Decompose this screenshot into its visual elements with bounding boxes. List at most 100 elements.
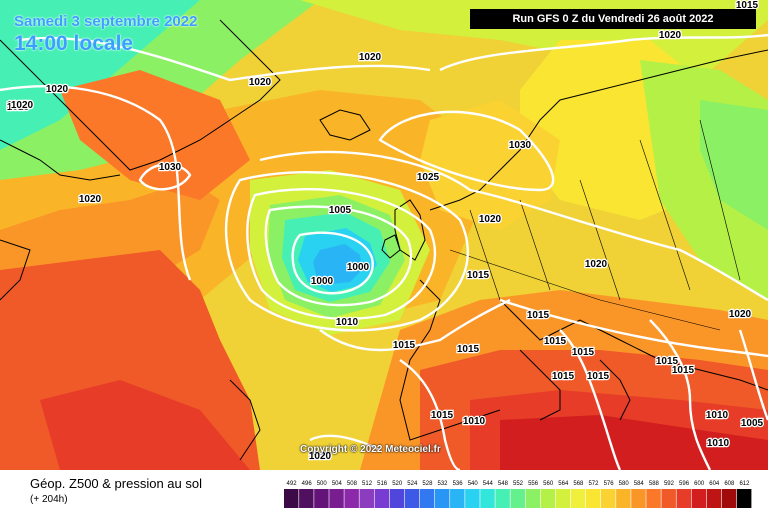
scale-tick-label: 548 <box>498 481 509 487</box>
scale-tick-label: 512 <box>362 481 373 487</box>
scale-tick-label: 600 <box>694 481 705 487</box>
isobar-label: 1015 <box>457 344 480 355</box>
scale-swatch <box>344 489 359 508</box>
isobar-label: 1010 <box>463 416 486 427</box>
scale-swatch <box>585 489 601 508</box>
scale-tick-label: 596 <box>679 481 690 487</box>
scale-tick-label: 604 <box>709 481 720 487</box>
scale-swatch <box>525 489 541 508</box>
scale-tick-label: 556 <box>528 481 539 487</box>
isobar-label: 1010 <box>707 438 730 449</box>
scale-tick-label: 568 <box>573 481 584 487</box>
isobar-label: 1020 <box>729 309 752 320</box>
isobar-label: 1010 <box>336 317 359 328</box>
scale-swatch <box>419 489 435 508</box>
isobar-label: 1015 <box>552 371 575 382</box>
scale-tick-label: 508 <box>347 481 358 487</box>
model-run-banner: Run GFS 0 Z du Vendredi 26 août 2022 <box>470 9 756 29</box>
isobar-label: 1015 <box>544 336 567 347</box>
scale-tick-label: 520 <box>392 481 403 487</box>
isobar-label: 1030 <box>159 162 182 173</box>
scale-swatch <box>510 489 525 508</box>
scale-swatch <box>661 489 676 508</box>
scale-swatch <box>676 489 692 508</box>
map-footer: Géop. Z500 & pression au sol (+ 204h) 49… <box>0 470 768 512</box>
scale-tick-label: 516 <box>377 481 388 487</box>
scale-swatch <box>465 489 480 508</box>
scale-tick-label: 552 <box>513 481 524 487</box>
variable-title: Géop. Z500 & pression au sol <box>30 476 202 491</box>
isobar-label: 1015 <box>672 365 695 376</box>
scale-swatch <box>284 489 299 508</box>
scale-swatch <box>404 489 420 508</box>
scale-tick-label: 592 <box>664 481 675 487</box>
color-scale: 492 496 500 504 508 512 516 520 524 528 532 536 540 5… <box>284 481 752 508</box>
scale-swatch <box>570 489 586 508</box>
scale-tick-label: 544 <box>483 481 494 487</box>
scale-swatch <box>616 489 631 508</box>
scale-swatch <box>555 489 571 508</box>
isobar-label: 1020 <box>79 194 102 205</box>
scale-tick-label: 492 <box>287 481 298 487</box>
scale-swatch <box>299 489 314 508</box>
scale-tick-label: 536 <box>453 481 464 487</box>
isobar-label: 1015 <box>7 100 30 111</box>
isobar-label: 1005 <box>741 418 764 429</box>
scale-swatch <box>329 489 344 508</box>
isobar-label: 1020 <box>249 77 272 88</box>
scale-swatch <box>434 489 450 508</box>
isobar-labels: 1015102010201015102010201030102010301025… <box>6 0 765 463</box>
isobar-label: 1015 <box>527 310 550 321</box>
copyright-notice: Copyright © 2022 Meteociel.fr <box>300 444 441 455</box>
scale-swatch <box>601 489 616 508</box>
isobar-label: 1020 <box>309 451 332 462</box>
scale-tick-label: 496 <box>302 481 313 487</box>
isobar-label: 1020 <box>359 52 382 63</box>
lead-time: (+ 204h) <box>30 494 68 505</box>
scale-swatch <box>736 489 752 508</box>
forecast-map: 1015102010201015102010201030102010301025… <box>0 0 768 470</box>
scale-tick-label: 504 <box>332 481 343 487</box>
isobar-label: 1020 <box>659 30 682 41</box>
scale-tick-label: 524 <box>407 481 418 487</box>
isobar-label: 1000 <box>311 276 334 287</box>
scale-swatch <box>691 489 707 508</box>
scale-tick-label: 576 <box>604 481 615 487</box>
scale-tick-label: 532 <box>438 481 449 487</box>
scale-swatch <box>540 489 556 508</box>
scale-swatch <box>389 489 405 508</box>
isobar-label: 1020 <box>46 84 69 95</box>
isobar-label: 1020 <box>585 259 608 270</box>
isobar-label: 1015 <box>587 371 610 382</box>
isobar-label: 1005 <box>329 205 352 216</box>
isobar-label: 1025 <box>417 172 440 183</box>
isobar-label: 1020 <box>11 100 34 111</box>
scale-swatch <box>631 489 646 508</box>
scale-swatch <box>495 489 510 508</box>
scale-swatch <box>721 489 737 508</box>
isobar-label: 1000 <box>347 262 370 273</box>
scale-tick-label: 564 <box>558 481 569 487</box>
scale-swatch <box>359 489 374 508</box>
scale-swatch <box>374 489 390 508</box>
isobar-label: 1030 <box>509 140 532 151</box>
scale-tick-label: 528 <box>422 481 433 487</box>
geopotential-fill <box>0 0 768 470</box>
forecast-date: Samedi 3 septembre 2022 <box>14 13 198 30</box>
isobar-label: 1015 <box>656 356 679 367</box>
scale-tick-label: 540 <box>468 481 479 487</box>
isobar-label: 1015 <box>393 340 416 351</box>
forecast-local-time: 14:00 locale <box>14 32 134 55</box>
isobar-label: 1015 <box>572 347 595 358</box>
scale-tick-label: 588 <box>649 481 660 487</box>
scale-swatch <box>450 489 465 508</box>
scale-tick-label: 608 <box>724 481 735 487</box>
isobar-lines <box>0 33 768 470</box>
scale-swatch <box>314 489 329 508</box>
scale-swatch <box>646 489 661 508</box>
scale-tick-label: 500 <box>317 481 328 487</box>
isobar-label: 1020 <box>479 214 502 225</box>
scale-tick-label: 572 <box>588 481 599 487</box>
scale-swatch <box>706 489 722 508</box>
